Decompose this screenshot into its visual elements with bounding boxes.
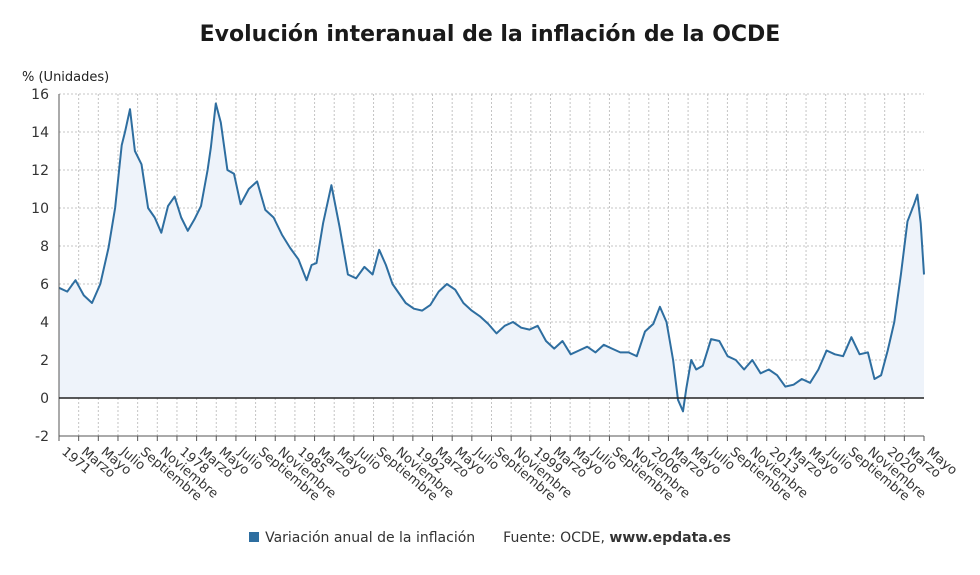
y-tick-label: 16 <box>31 87 49 103</box>
chart-title: Evolución interanual de la inflación de … <box>199 22 781 47</box>
legend-series-label: Variación anual de la inflación <box>265 530 476 546</box>
y-tick-label: 6 <box>40 277 49 293</box>
series-area <box>58 102 925 413</box>
y-tick-label: 10 <box>31 201 49 217</box>
y-tick-label: 12 <box>31 163 49 179</box>
axes <box>58 94 925 441</box>
y-tick-label: 14 <box>31 125 49 141</box>
y-axis-label: % (Unidades) <box>22 70 109 85</box>
series-line <box>58 102 925 413</box>
x-axis-ticks: 1971MarzoMayoJulioSeptiembreNoviembre197… <box>58 444 959 504</box>
series-fill <box>59 103 924 412</box>
y-tick-label: -2 <box>35 429 49 445</box>
y-tick-label: 2 <box>40 353 49 369</box>
source-label: Fuente: OCDE, <box>503 530 610 546</box>
legend: Variación anual de la inflación Fuente: O… <box>0 530 980 546</box>
y-axis-ticks: -2 0 2 4 6 8 10 12 14 16 <box>31 87 49 445</box>
legend-swatch <box>249 532 260 542</box>
y-tick-label: 4 <box>40 315 49 331</box>
y-tick-label: 0 <box>40 391 49 407</box>
source-website: www.epdata.es <box>609 530 731 546</box>
y-tick-label: 8 <box>40 239 49 255</box>
